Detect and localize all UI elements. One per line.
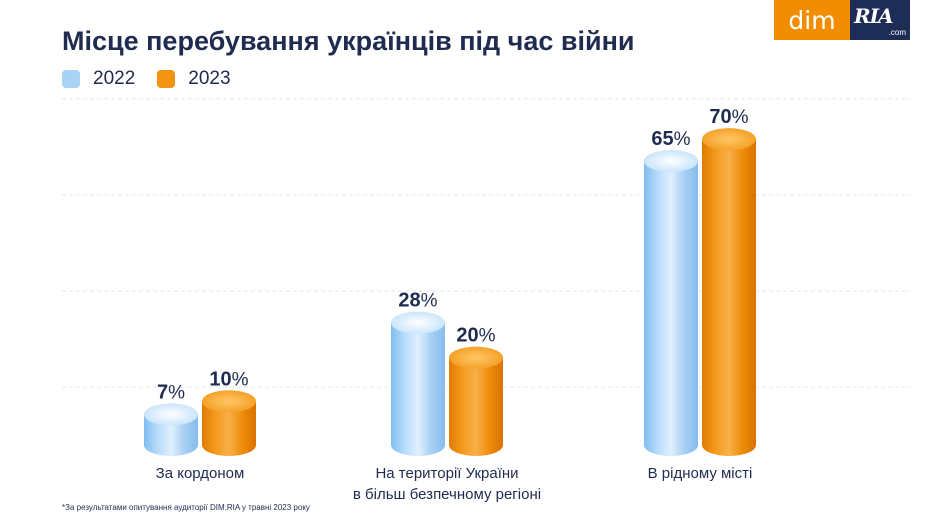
value-label-2022-3: 65% [651, 128, 690, 150]
bar-body [644, 161, 698, 456]
bar-body [202, 401, 256, 456]
bar-top [391, 311, 445, 334]
bar-top [202, 390, 256, 413]
bar-2022-1 [144, 403, 198, 456]
bar-top [144, 403, 198, 426]
legend-item-2022: 2022 [62, 68, 135, 90]
bar-2023-1 [202, 390, 256, 456]
legend-swatch-2023 [157, 70, 176, 88]
category-label-1: За кордоном [156, 465, 245, 482]
legend-swatch-2022 [62, 70, 80, 88]
bar-body [702, 139, 756, 456]
bar-top [449, 346, 503, 369]
legend-item-2023: 2023 [157, 68, 231, 90]
legend-label-2022: 2022 [93, 68, 136, 89]
value-label-2023-3: 70% [709, 106, 748, 128]
legend: 2022 2023 [62, 68, 253, 90]
value-label-2022-2: 28% [398, 290, 437, 312]
bar-body [144, 414, 198, 456]
bar-top [644, 150, 698, 173]
bar-body [449, 357, 503, 456]
category-label-3: В рідному місті [648, 465, 753, 482]
brand-logo[interactable]: dim RIA .com [774, 0, 910, 40]
bar-top [702, 128, 756, 151]
bar-2023-2 [449, 346, 503, 456]
bar-2022-3 [644, 150, 698, 456]
value-label-2023-1: 10% [209, 368, 248, 390]
footnote: *За результатами опитування аудиторії DI… [62, 503, 310, 512]
bar-body [391, 322, 445, 456]
bar-2022-2 [391, 311, 445, 456]
category-label-2: На території України в більш безпечному р… [353, 465, 541, 503]
value-label-2022-1: 7% [157, 381, 185, 403]
value-label-2023-2: 20% [456, 325, 495, 347]
chart-title: Місце перебування українців під час війн… [62, 26, 635, 56]
dim-logo: dim [774, 0, 850, 40]
ria-logo: RIA .com [850, 0, 910, 40]
legend-label-2023: 2023 [188, 68, 231, 89]
bar-2023-3 [702, 128, 756, 456]
